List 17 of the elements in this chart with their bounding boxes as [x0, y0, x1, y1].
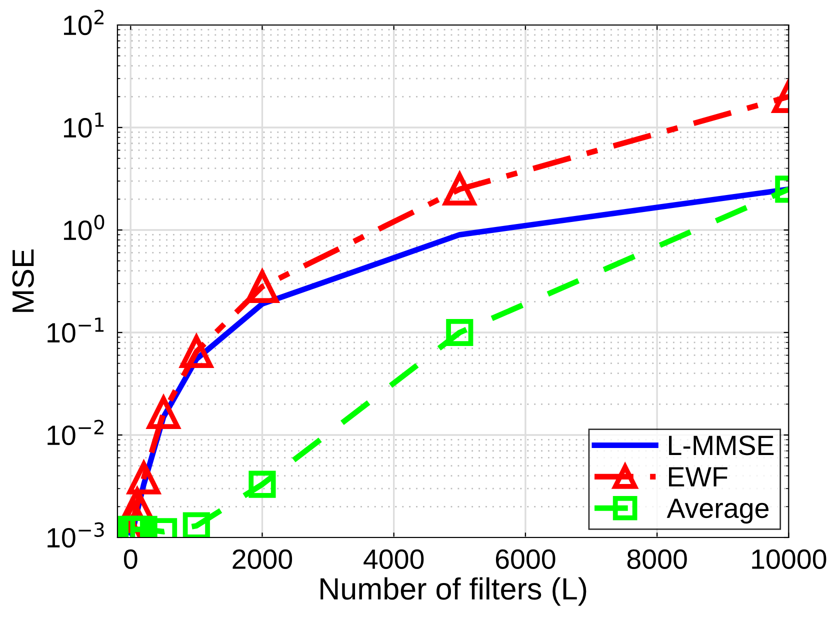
- x-tick-label: 6000: [496, 549, 556, 570]
- x-tick-label: 10000: [752, 549, 826, 570]
- y-tick-label: 10$^{0}$: [64, 214, 104, 240]
- y-tick-label: 10$^{−2}$: [48, 420, 104, 446]
- legend-label: EWF: [669, 467, 728, 486]
- y-tick-label: 10$^{−1}$: [48, 318, 104, 343]
- y-axis-title: MSE: [12, 249, 34, 312]
- y-tick-label: 10$^{2}$: [64, 10, 104, 36]
- x-tick-label: 2000: [232, 549, 292, 570]
- x-tick-label: 4000: [364, 549, 424, 570]
- legend-label: L-MMSE: [669, 436, 774, 456]
- y-tick-label: 10$^{−3}$: [48, 522, 104, 548]
- x-axis-title: Number of filters (L): [320, 577, 586, 606]
- legend-label: Average: [666, 498, 768, 524]
- x-tick-label: 8000: [627, 549, 687, 570]
- x-tick-label: 0: [124, 549, 138, 570]
- y-tick-label: 10$^{1}$: [64, 112, 104, 138]
